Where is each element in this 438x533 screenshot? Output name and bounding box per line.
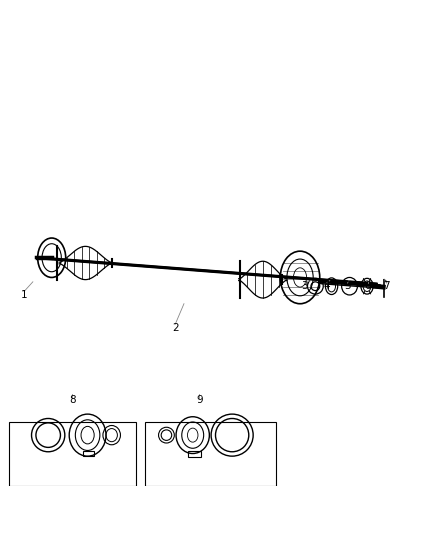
Text: 4: 4 <box>323 281 330 291</box>
Bar <box>145 422 276 486</box>
Text: 6: 6 <box>364 281 371 291</box>
Text: 7: 7 <box>383 281 390 291</box>
Text: 3: 3 <box>301 281 308 291</box>
Text: 8: 8 <box>69 395 76 405</box>
Text: 2: 2 <box>172 323 179 333</box>
Bar <box>83 451 94 456</box>
Bar <box>188 451 201 457</box>
Text: 5: 5 <box>344 281 351 291</box>
Text: 9: 9 <box>196 395 203 405</box>
Text: 1: 1 <box>21 290 28 300</box>
Bar <box>9 422 136 486</box>
